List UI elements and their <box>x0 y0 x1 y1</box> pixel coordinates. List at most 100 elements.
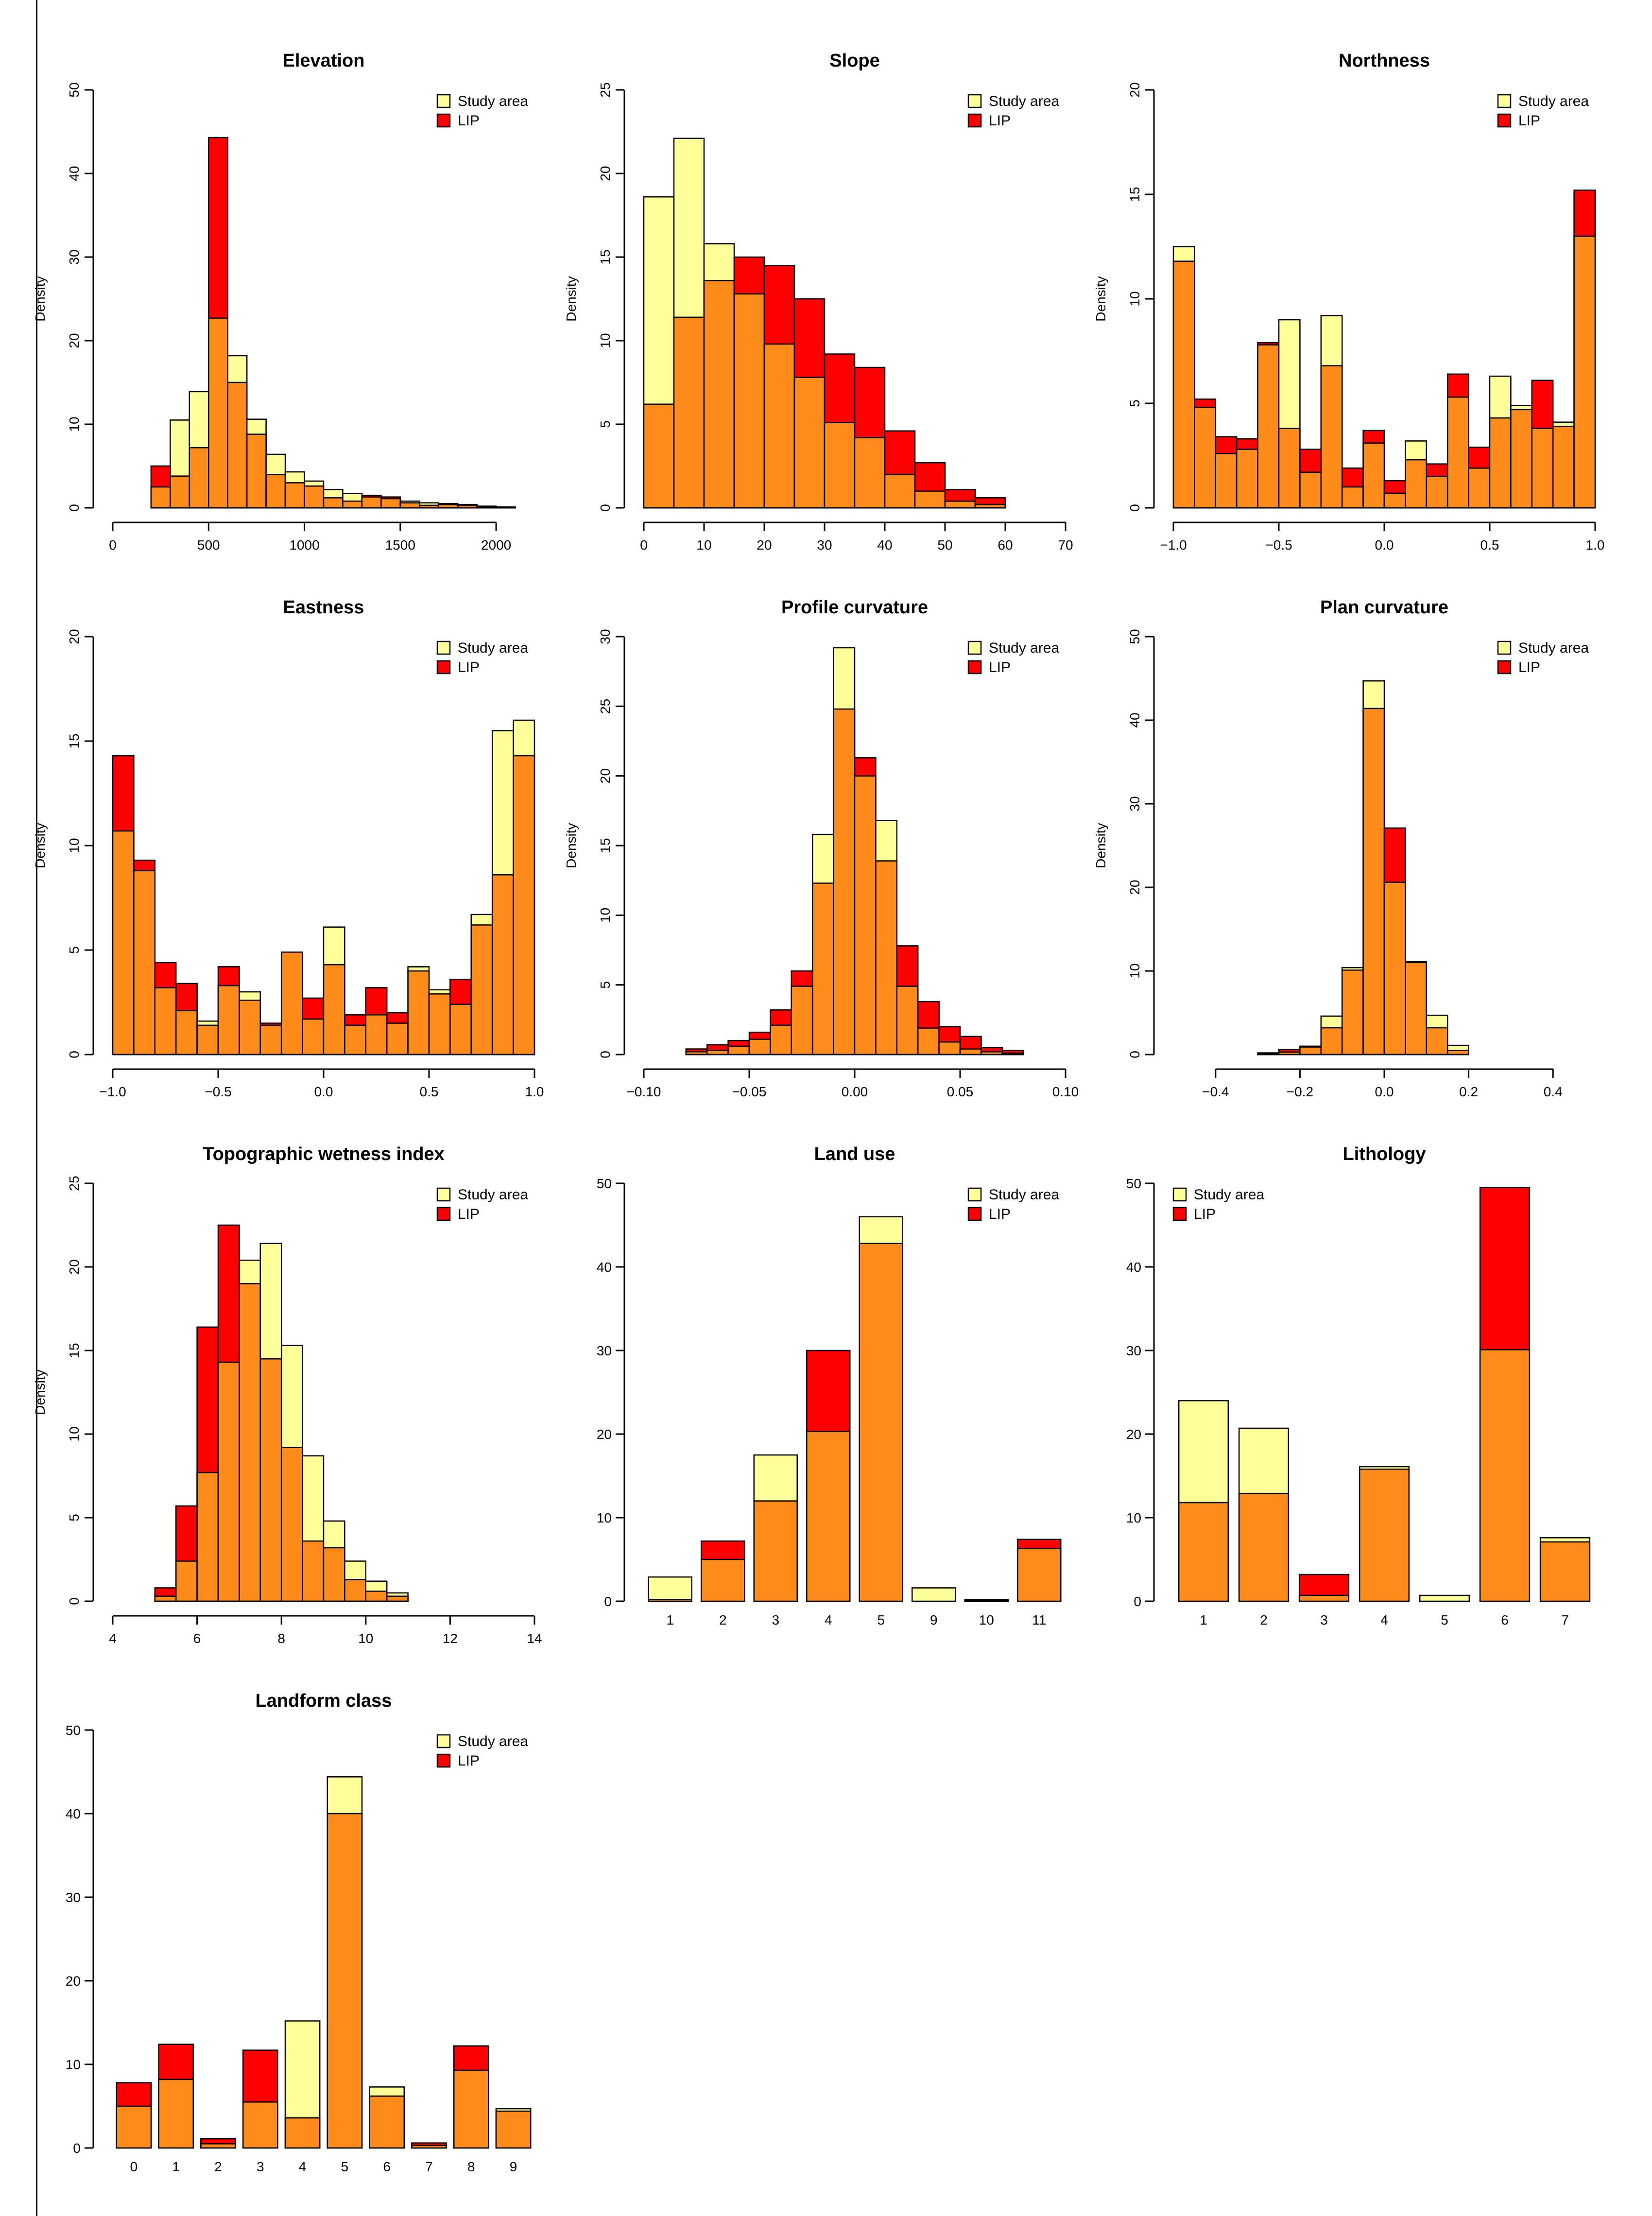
legend-swatch-lip <box>967 660 982 675</box>
x-tick-label: 2000 <box>481 537 511 553</box>
legend-label-study-area: Study area <box>1194 1187 1264 1203</box>
category-label: 9 <box>930 1612 938 1627</box>
y-tick-label: 20 <box>66 1974 81 1989</box>
landform-class-bar-overlap-0 <box>116 2105 152 2149</box>
profile-curvature-bar-overlap-4 <box>770 1024 792 1056</box>
category-label: 2 <box>214 2159 222 2174</box>
profile-curvature-bar-overlap-3 <box>748 1039 771 1056</box>
elevation-bar-overlap-6 <box>265 473 286 509</box>
land-use-bar-overlap-3 <box>806 1431 851 1602</box>
y-tick-label: 25 <box>598 699 613 714</box>
y-tick-label: 50 <box>66 1723 81 1738</box>
panel-topographic-wetness-index: Topographic wetness index 4 6 8 10 12 14 0 5 10 15… <box>33 1144 542 1646</box>
category-label: 0 <box>130 2159 138 2174</box>
elevation-bar-overlap-1 <box>170 475 190 509</box>
x-tick-label: 60 <box>998 537 1013 553</box>
y-tick-label: 15 <box>67 1343 82 1358</box>
profile-curvature-bar-overlap-9 <box>875 860 898 1056</box>
northness-bar-overlap-18 <box>1552 426 1575 509</box>
y-tick-label: 5 <box>598 420 613 428</box>
x-tick-label: −1.0 <box>99 1084 126 1099</box>
northness-bar-overlap-10 <box>1383 492 1406 509</box>
northness-bar-overlap-0 <box>1172 260 1195 509</box>
land-use-bar-study-5 <box>912 1587 956 1602</box>
y-tick-label: 20 <box>598 768 613 783</box>
y-tick-label: 20 <box>598 166 613 181</box>
legend-label-lip: LIP <box>989 1206 1011 1222</box>
legend-label-lip: LIP <box>458 1753 480 1769</box>
category-label: 7 <box>1561 1612 1569 1627</box>
y-tick-label: 25 <box>67 1176 82 1191</box>
x-tick-label: −0.5 <box>205 1084 231 1099</box>
topographic-wetness-index-bar-overlap-0 <box>154 1595 177 1602</box>
legend-label-study-area: Study area <box>989 1187 1059 1203</box>
landform-class-bar-overlap-5 <box>327 1813 363 2149</box>
legend-label-study-area: Study area <box>458 640 528 656</box>
legend-label-lip: LIP <box>1518 659 1540 675</box>
y-tick-label: 0 <box>67 1597 82 1605</box>
eastness-bar-overlap-17 <box>470 924 493 1056</box>
plan-curvature-bar-overlap-9 <box>1446 1050 1469 1056</box>
y-tick-label: 10 <box>598 333 613 348</box>
panel-title: Topographic wetness index <box>203 1144 445 1164</box>
category-label: 5 <box>877 1612 885 1627</box>
northness-bar-overlap-3 <box>1236 449 1258 509</box>
legend-label-study-area: Study area <box>989 93 1059 109</box>
legend-swatch-study-area <box>436 94 451 108</box>
y-tick-label: 15 <box>598 838 613 853</box>
y-tick-label: 40 <box>67 166 82 181</box>
elevation-bar-overlap-8 <box>304 485 325 509</box>
landform-class-bar-overlap-4 <box>284 2117 321 2149</box>
elevation-bar-overlap-11 <box>361 496 382 509</box>
legend-swatch-lip <box>967 1207 982 1221</box>
legend-label-study-area: Study area <box>458 1187 528 1203</box>
eastness-bar-overlap-8 <box>280 952 303 1056</box>
y-tick-label: 30 <box>598 629 613 644</box>
legend-swatch-study-area <box>1172 1187 1187 1202</box>
legend-label-lip: LIP <box>1194 1206 1216 1222</box>
northness-bar-overlap-14 <box>1468 467 1491 509</box>
category-label: 8 <box>467 2159 475 2174</box>
northness-bar-overlap-16 <box>1510 409 1533 509</box>
legend-label-lip: LIP <box>989 113 1011 129</box>
eastness-bar-overlap-18 <box>491 874 514 1056</box>
y-tick-label: 15 <box>598 249 613 264</box>
x-tick-label: 0.10 <box>1052 1084 1079 1099</box>
x-tick-label: 0.4 <box>1544 1084 1563 1099</box>
y-tick-label: 30 <box>1126 1343 1141 1358</box>
y-tick-label: 50 <box>1126 1176 1141 1191</box>
lithology-bar-overlap-3 <box>1359 1468 1410 1602</box>
y-tick-label: 15 <box>67 733 82 748</box>
topographic-wetness-index-bar-overlap-10 <box>365 1591 388 1602</box>
eastness-bar-overlap-9 <box>302 1018 325 1056</box>
category-label: 4 <box>299 2159 307 2174</box>
y-tick-label: 0 <box>73 2141 81 2156</box>
panel-title: Plan curvature <box>1320 597 1448 618</box>
legend-label-study-area: Study area <box>989 640 1059 656</box>
legend-swatch-lip <box>1497 113 1512 128</box>
land-use-bar-overlap-0 <box>648 1599 692 1602</box>
legend-label-study-area: Study area <box>458 93 528 109</box>
category-label: 1 <box>172 2159 180 2174</box>
y-tick-label: 5 <box>598 981 613 989</box>
y-tick-label: 50 <box>67 82 82 97</box>
y-tick-label: 0 <box>67 504 82 512</box>
elevation-bar-overlap-13 <box>399 502 420 509</box>
y-tick-label: 15 <box>1127 187 1142 202</box>
y-tick-label: 20 <box>67 333 82 348</box>
profile-curvature-bar-overlap-5 <box>791 986 813 1056</box>
y-tick-label: 10 <box>598 908 613 923</box>
y-tick-label: 5 <box>1127 399 1142 407</box>
panel-title: Northness <box>1339 51 1430 71</box>
plan-curvature-bar-overlap-2 <box>1299 1046 1322 1056</box>
legend-swatch-lip <box>967 113 982 128</box>
category-label: 4 <box>1380 1612 1388 1627</box>
legend-swatch-study-area <box>436 641 451 655</box>
landform-class-bar-overlap-7 <box>411 2145 447 2149</box>
x-tick-label: 50 <box>937 537 952 553</box>
plan-curvature-bar-overlap-7 <box>1405 962 1428 1056</box>
y-tick-label: 20 <box>67 629 82 644</box>
legend-label-lip: LIP <box>458 113 480 129</box>
panel-eastness: Eastness −1.0 −0.5 0.0 0.5 1.0 0 5 10 15 20 Density… <box>33 597 544 1099</box>
y-tick-label: 20 <box>597 1427 612 1442</box>
